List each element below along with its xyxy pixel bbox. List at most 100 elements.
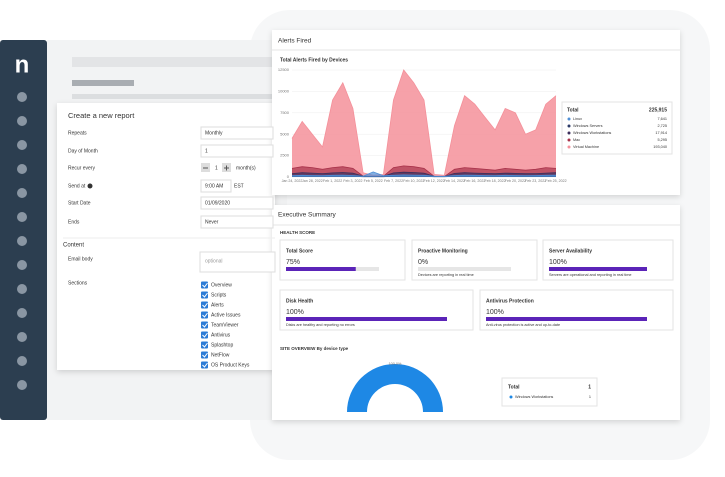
score-description: Disks are healthy and reporting no error…: [286, 323, 355, 327]
nav-icon: [17, 212, 27, 222]
score-value: 100%: [549, 259, 567, 266]
field-value: Monthly: [205, 130, 223, 136]
checkbox-label: Scripts: [211, 292, 227, 298]
field-value: 1: [205, 148, 208, 154]
checkbox-label: OS Product Keys: [211, 362, 250, 368]
score-title: Disk Health: [286, 298, 313, 304]
check-icon: [202, 322, 208, 328]
section-heading: HEALTH SCORE: [280, 230, 315, 235]
donut-slice: [347, 364, 443, 412]
checkbox-label: Active Issues: [211, 312, 241, 318]
x-tick-label: Feb 20, 2022: [505, 179, 526, 183]
legend-box: [501, 377, 598, 407]
field-value: Never: [205, 219, 219, 225]
icon: [224, 165, 229, 171]
x-tick-label: Feb 3, 2022: [343, 179, 362, 183]
legend-swatch: [567, 138, 571, 142]
legend-swatch: [509, 395, 513, 399]
field-label: Recur every: [68, 165, 95, 171]
score-title: Server Availability: [549, 248, 592, 254]
placeholder: optional: [205, 258, 223, 264]
legend-title: Total: [508, 384, 520, 390]
legend-swatch: [567, 131, 571, 135]
score-value: 75%: [286, 259, 300, 266]
field-unit: month(s): [236, 165, 256, 171]
score-title: Total Score: [286, 248, 313, 254]
legend-label: Windows Workstations: [573, 131, 611, 135]
checkbox: [201, 351, 208, 359]
x-tick-label: Feb 25, 2022: [545, 179, 566, 183]
field-label: Ends: [68, 219, 80, 225]
input: [200, 196, 274, 210]
x-tick-label: Feb 12, 2022: [424, 179, 445, 183]
x-tick-label: Feb 14, 2022: [444, 179, 465, 183]
nav-icon: [17, 164, 27, 174]
nav-icon: [17, 284, 27, 294]
field-value: 9:00 AM: [205, 183, 223, 189]
legend-box: [561, 101, 673, 155]
x-tick-label: Feb 5, 2022: [364, 179, 383, 183]
legend-value: 17,914: [655, 131, 667, 135]
field-value: 1: [215, 165, 218, 171]
input: [200, 126, 274, 140]
field-label: Repeats: [68, 130, 87, 136]
logo: n: [15, 51, 30, 78]
area-fill: [292, 70, 556, 177]
nav-icon: [17, 308, 27, 318]
field-value: 01/09/2020: [205, 200, 230, 206]
x-tick-label: Feb 1, 2022: [323, 179, 342, 183]
sidebar-icons: [17, 92, 27, 390]
legend-label: Linux: [573, 117, 582, 121]
legend-total: 225,915: [649, 107, 667, 113]
x-tick-label: Jan 24, 2022: [282, 179, 303, 183]
checkbox: [201, 331, 208, 339]
x-tick-label: Feb 7, 2022: [384, 179, 403, 183]
legend-total: 1: [588, 384, 591, 390]
progress-bar: [549, 267, 647, 271]
y-tick-label: 12500: [278, 67, 290, 72]
score-card: [479, 289, 674, 331]
x-tick-label: Feb 10, 2022: [403, 179, 424, 183]
checkbox: [201, 291, 208, 299]
field-label: Day of Month: [68, 148, 98, 154]
score-card: [279, 289, 474, 331]
score-title: Proactive Monitoring: [418, 248, 468, 254]
legend-value: 2,725: [657, 124, 667, 128]
x-tick-label: Feb 16, 2022: [464, 179, 485, 183]
nav-icon: [17, 116, 27, 126]
x-tick-label: Jan 28, 2022: [302, 179, 323, 183]
field-label: Email body: [68, 256, 93, 262]
score-card: [411, 239, 538, 281]
area-line: [291, 165, 557, 178]
info-icon: [87, 183, 93, 189]
check-icon: [202, 332, 208, 338]
input: [200, 215, 274, 229]
score-card: [279, 239, 406, 281]
legend-swatch: [567, 117, 571, 121]
form-title: Create a new report: [68, 111, 135, 120]
checkbox-label: Alerts: [211, 302, 224, 308]
form-card: [57, 103, 275, 370]
nav-icon: [17, 260, 27, 270]
field-unit: EST: [234, 183, 244, 189]
legend-title: Total: [567, 107, 579, 113]
card-title: Executive Summary: [278, 212, 337, 219]
legend-value: 1: [589, 395, 591, 399]
score-value: 100%: [286, 309, 304, 316]
area-line: [291, 171, 557, 178]
field-label: Send at: [68, 183, 86, 189]
nav-icon: [17, 236, 27, 246]
legend-value: 5,295: [657, 138, 667, 142]
field-label: Start Date: [68, 200, 91, 206]
y-tick-label: 5000: [280, 131, 290, 136]
card-title: Alerts Fired: [278, 38, 312, 45]
checkbox: [201, 281, 208, 289]
score-card: [542, 239, 674, 281]
check-icon: [202, 342, 208, 348]
checkbox: [201, 321, 208, 329]
check-icon: [202, 312, 208, 318]
check-icon: [202, 292, 208, 298]
legend-label: Windows Servers: [573, 124, 603, 128]
score-description: Devices are reporting in real time: [418, 273, 474, 277]
